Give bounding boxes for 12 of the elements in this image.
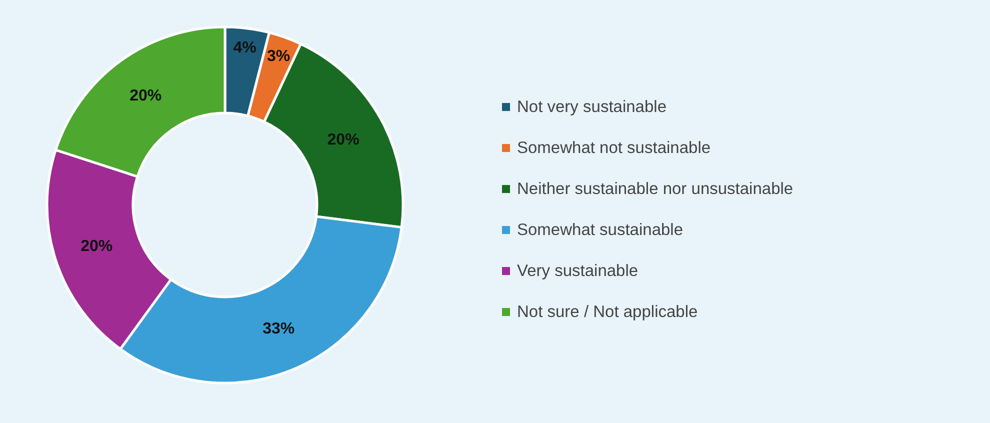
data-label: 20% bbox=[327, 131, 360, 148]
legend-label: Somewhat sustainable bbox=[517, 221, 684, 239]
data-label: 20% bbox=[80, 238, 113, 256]
legend-label: Not very sustainable bbox=[517, 98, 666, 116]
data-label: 33% bbox=[262, 320, 295, 338]
legend-label: Very sustainable bbox=[517, 262, 638, 280]
legend-label: Somewhat not sustainable bbox=[517, 139, 711, 157]
legend-label: Neither sustainable nor unsustainable bbox=[517, 180, 794, 198]
legend-label: Not sure / Not applicable bbox=[517, 303, 698, 321]
data-label: 20% bbox=[130, 87, 162, 104]
data-label: 3% bbox=[266, 48, 290, 65]
data-label: 4% bbox=[233, 40, 256, 57]
